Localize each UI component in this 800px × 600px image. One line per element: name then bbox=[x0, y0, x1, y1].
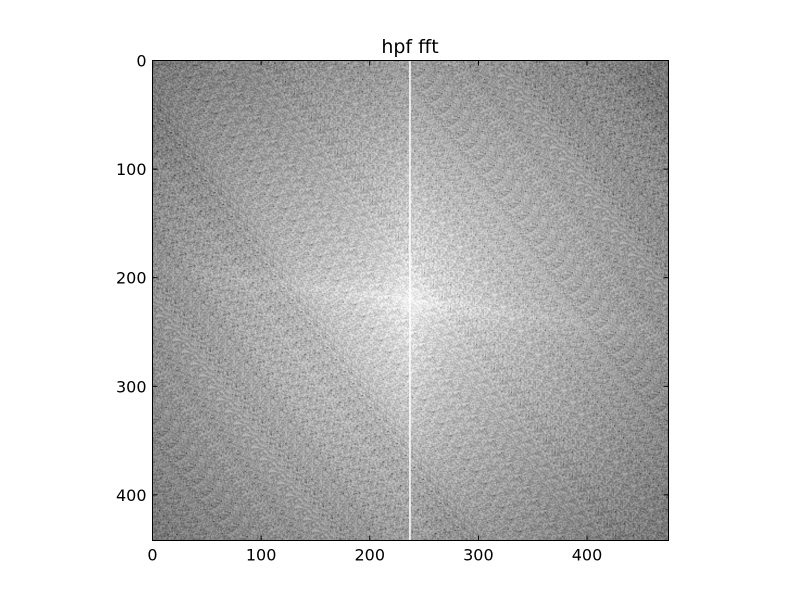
plot-area bbox=[153, 61, 669, 541]
y-tick-label: 100 bbox=[116, 160, 147, 179]
y-tick-label: 300 bbox=[116, 377, 147, 396]
x-tick-label: 200 bbox=[354, 546, 385, 565]
y-tick-label: 200 bbox=[116, 269, 147, 288]
x-tick-label: 100 bbox=[246, 546, 277, 565]
x-tick-label: 300 bbox=[463, 546, 494, 565]
y-tick-label: 0 bbox=[136, 52, 146, 71]
y-tick-label: 400 bbox=[116, 486, 147, 505]
chart-title: hpf fft bbox=[381, 36, 438, 58]
x-tick-label: 400 bbox=[572, 546, 603, 565]
x-tick-label: 0 bbox=[147, 546, 157, 565]
